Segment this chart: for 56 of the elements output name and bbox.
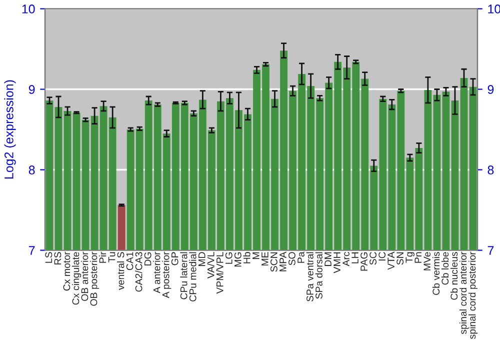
x-tick-label: DG [144,252,152,266]
y-tick-label: 9 [28,85,35,94]
x-tick-label: Cx motor [63,252,70,291]
x-tick-label: Cb lobe [441,252,449,285]
x-tick-label: SPa dorsal [315,252,322,299]
x-tick-label: Tg [406,252,414,263]
x-tick-label: MVe [424,252,431,270]
x-tick-label: MD [198,252,206,266]
y2-tick-label: 7 [488,246,494,255]
x-tick-label: Pa [298,252,304,263]
x-tick-label: ventral S [117,252,124,290]
x-tick-label: Pir [99,252,106,263]
x-tick-label: VA/VL [207,252,214,278]
x-tick-label: CA1 [126,252,134,270]
x-tick-label: PAG [360,252,368,271]
y-tick-label: 10 [22,4,35,14]
y2-tick-label: 8 [488,166,494,174]
x-tick-label: MPA [280,252,286,272]
x-tick-label: Cb vermis [432,252,440,295]
x-tick-label: VTA [388,252,394,270]
x-tick-label: VPM/VPL [216,252,224,294]
x-tick-label: Cb nucleus [450,252,458,300]
x-tick-label: ME [262,252,268,266]
x-tick-label: OB anterior [81,252,88,301]
y-tick-label: 7 [28,246,35,255]
x-tick-label: DM [324,252,332,266]
x-tick-label: RS [54,252,62,264]
x-tick-label: CPu lateral [180,252,188,300]
x-tick-label: Tu [108,252,116,262]
x-tick-label: SO [288,252,296,266]
x-tick-label: A anterior [153,252,160,294]
x-tick-label: LH [352,252,358,264]
x-tick-label: SPa ventral [306,252,314,302]
x-tick-label: spinal cord anterior [459,252,469,334]
y2-tick-label: 9 [488,85,494,94]
x-tick-label: MG [234,252,242,266]
x-tick-label: IC [378,252,386,260]
x-tick-label: Pn [414,252,422,263]
x-tick-label: CPu medial [189,252,196,302]
x-tick-label: OB posterior [90,252,100,306]
x-tick-label: VMH [334,252,340,274]
x-tick-label: SC [370,252,376,265]
x-tick-label: M [252,252,260,259]
y-tick-label: 8 [28,166,35,174]
x-tick-label: SN [396,252,404,265]
x-tick-label: CA2/CA3 [135,252,142,292]
x-tick-label: LS [45,252,52,263]
x-tick-label: LG [225,252,232,264]
x-tick-label: SCN [270,252,278,272]
x-tick-label: Cx cingulate [72,252,82,305]
x-tick-label: A posterior [162,252,172,298]
x-tick-label: Arc [342,252,350,266]
y-axis-title: Log2 (expression) [4,80,16,178]
x-tick-label: GP [171,252,178,266]
x-tick-label: spinal cord posterior [468,252,478,339]
x-tick-label: Hb [243,252,250,264]
